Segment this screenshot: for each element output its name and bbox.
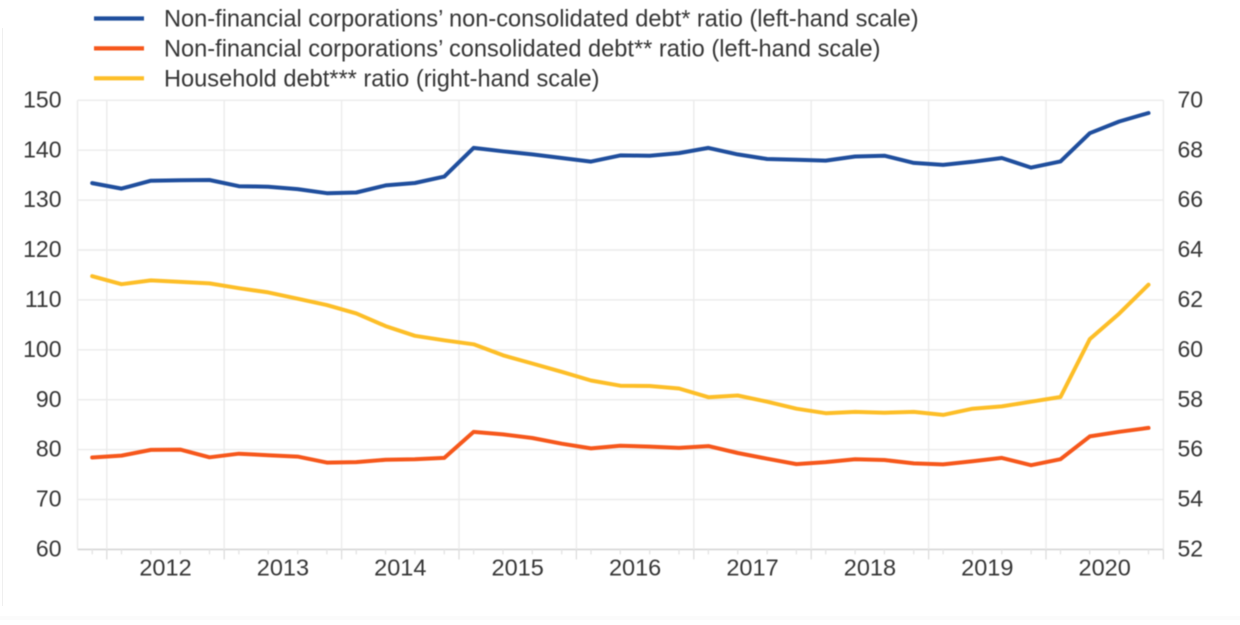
svg-text:2014: 2014 bbox=[374, 555, 426, 581]
svg-text:2018: 2018 bbox=[844, 555, 896, 581]
svg-text:56: 56 bbox=[1178, 436, 1204, 462]
svg-text:140: 140 bbox=[23, 136, 61, 162]
svg-text:62: 62 bbox=[1178, 286, 1204, 312]
svg-text:64: 64 bbox=[1178, 236, 1204, 262]
svg-text:2020: 2020 bbox=[1079, 555, 1131, 581]
svg-text:60: 60 bbox=[1178, 336, 1204, 362]
svg-text:68: 68 bbox=[1178, 136, 1204, 162]
svg-text:100: 100 bbox=[23, 336, 61, 362]
svg-text:54: 54 bbox=[1178, 486, 1204, 512]
svg-text:90: 90 bbox=[36, 386, 62, 412]
svg-text:2017: 2017 bbox=[726, 555, 778, 581]
svg-text:66: 66 bbox=[1178, 186, 1204, 212]
svg-text:Household debt*** ratio (right: Household debt*** ratio (right-hand scal… bbox=[164, 66, 599, 92]
svg-text:60: 60 bbox=[36, 536, 62, 562]
svg-text:70: 70 bbox=[1178, 86, 1204, 112]
svg-text:Non-financial corporations’ no: Non-financial corporations’ non-consolid… bbox=[164, 7, 919, 33]
svg-text:52: 52 bbox=[1178, 536, 1204, 562]
svg-text:Non-financial corporations’ co: Non-financial corporations’ consolidated… bbox=[164, 36, 881, 62]
svg-text:70: 70 bbox=[36, 486, 62, 512]
svg-text:2015: 2015 bbox=[492, 555, 544, 581]
svg-text:80: 80 bbox=[36, 436, 62, 462]
svg-text:2019: 2019 bbox=[961, 555, 1013, 581]
svg-text:120: 120 bbox=[23, 236, 61, 262]
svg-text:130: 130 bbox=[23, 186, 61, 212]
svg-text:58: 58 bbox=[1178, 386, 1204, 412]
svg-text:150: 150 bbox=[23, 86, 61, 112]
svg-text:2013: 2013 bbox=[257, 555, 309, 581]
svg-text:2012: 2012 bbox=[139, 555, 191, 581]
svg-text:2016: 2016 bbox=[609, 555, 661, 581]
svg-text:110: 110 bbox=[25, 286, 62, 312]
